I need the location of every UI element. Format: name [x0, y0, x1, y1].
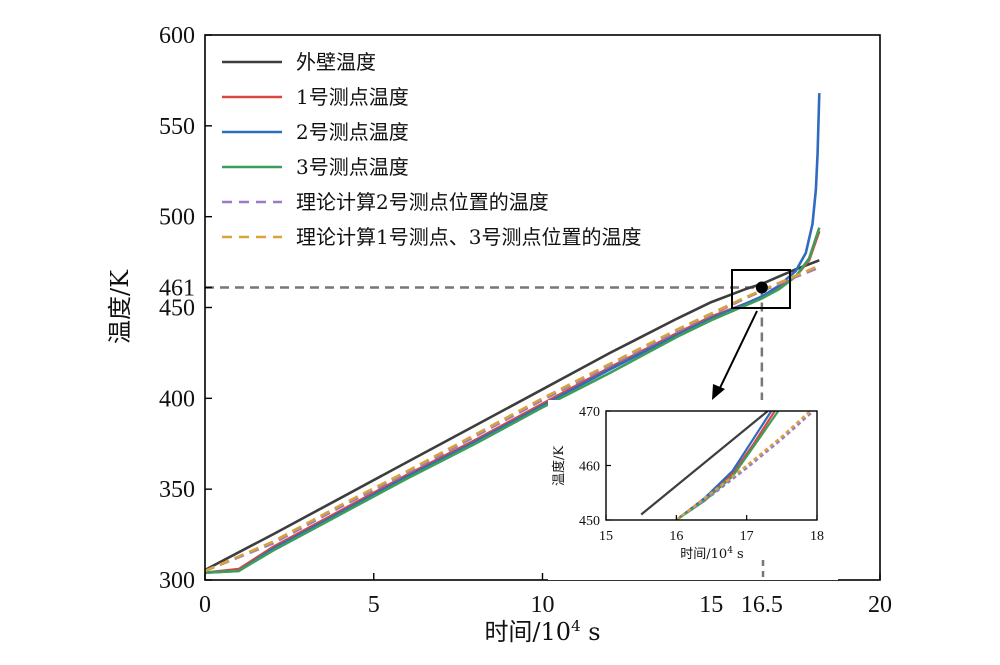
inset-series-line-6: [675, 411, 811, 520]
legend-label-4: 3号测点温度: [296, 155, 409, 179]
legend-label-6: 理论计算1号测点、3号测点位置的温度: [296, 225, 641, 249]
series-line-3: [204, 93, 821, 574]
inset-y-axis-title: 温度/K: [551, 446, 567, 486]
y-tick-label: 400: [159, 386, 195, 412]
x-tick-label: 5: [368, 592, 380, 618]
y-tick-label: 600: [159, 23, 195, 49]
zoom-box: [731, 269, 791, 309]
inset-y-tick-label: 450: [579, 514, 600, 529]
inset-y-tick-label: 470: [579, 405, 600, 420]
y-axis-title: 温度/K: [106, 269, 134, 344]
x-tick-label: 16.5: [741, 592, 783, 618]
y-tick-label: 550: [159, 114, 195, 140]
inset-y-tick-label: 460: [579, 460, 600, 475]
inset-x-tick-label: 16: [669, 529, 683, 544]
inset-series-line-1: [640, 411, 769, 516]
x-axis-title: 时间/104 s: [484, 617, 600, 646]
x-tick-label: 20: [868, 592, 892, 618]
y-tick-label: 461: [159, 276, 195, 302]
inset-x-tick-label: 17: [740, 529, 754, 544]
x-tick-label: 10: [531, 592, 555, 618]
legend-label-5: 理论计算2号测点位置的温度: [296, 190, 549, 214]
legend-label-1: 外壁温度: [296, 50, 376, 74]
main-plot-layer: 0 5 10 15 16.5 20300350400450461500550600时间/1…: [106, 23, 892, 646]
y-tick-label: 300: [159, 568, 195, 594]
inset-background: [548, 400, 838, 580]
y-tick-label: 350: [159, 477, 195, 503]
inset-x-axis-title: 时间/104 s: [680, 546, 743, 562]
y-tick-label: 500: [159, 205, 195, 231]
inset-series-group: [640, 411, 815, 520]
inset-x-tick-label: 18: [810, 529, 824, 544]
inset-plot: 15 16 17 18 450 460 470 时间/104 s 温度/K: [548, 400, 838, 580]
legend: 外壁温度 1号测点温度 2号测点温度 3号测点温度理论计算2号测点位置的温度理论计算1…: [222, 50, 641, 249]
series-line-6: [204, 264, 820, 573]
reference-point: [755, 281, 768, 294]
inset-series-line-5: [675, 411, 815, 520]
zoom-arrow-head: [712, 384, 725, 400]
x-tick-label: 0: [199, 592, 211, 618]
legend-label-2: 1号测点温度: [296, 85, 409, 109]
x-tick-label: 15: [699, 592, 723, 618]
zoom-arrow-shaft: [717, 310, 758, 393]
series-line-4: [204, 227, 821, 574]
series-line-1: [204, 259, 820, 572]
y-tick-label: 450: [159, 296, 195, 322]
legend-label-3: 2号测点温度: [296, 120, 409, 144]
inset-x-tick-label: 15: [599, 529, 613, 544]
